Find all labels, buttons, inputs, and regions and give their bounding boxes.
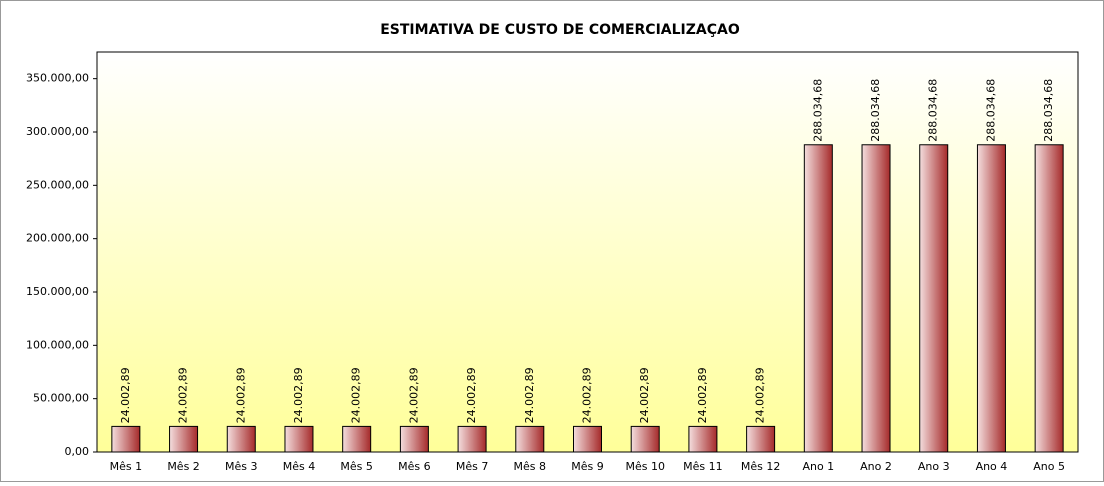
value-label: 24.002,89 [696, 367, 709, 423]
x-tick-label: Ano 2 [860, 460, 892, 473]
x-tick-label: Mês 12 [741, 460, 780, 473]
bar [861, 144, 891, 453]
x-tick-label: Mês 9 [571, 460, 603, 473]
value-label: 24.002,89 [234, 367, 247, 423]
bar [284, 425, 314, 453]
bar [919, 144, 949, 453]
value-label: 24.002,89 [638, 367, 651, 423]
value-label: 288.034,68 [869, 79, 882, 142]
bar [976, 144, 1006, 453]
y-tick-label: 100.000,00 [26, 338, 89, 351]
bar [803, 144, 833, 453]
y-tick-label: 250.000,00 [26, 178, 89, 191]
value-label: 288.034,68 [1042, 79, 1055, 142]
y-tick-label: 200.000,00 [26, 232, 89, 245]
x-tick-label: Mês 3 [225, 460, 257, 473]
plot-area [96, 51, 1079, 453]
x-tick-label: Mês 11 [683, 460, 722, 473]
y-tick-label: 150.000,00 [26, 285, 89, 298]
bar [226, 425, 256, 453]
bar [399, 425, 429, 453]
bar [688, 425, 718, 453]
value-label: 288.034,68 [927, 79, 940, 142]
value-label: 24.002,89 [292, 367, 305, 423]
bar [169, 425, 199, 453]
value-label: 24.002,89 [119, 367, 132, 423]
value-label: 24.002,89 [407, 367, 420, 423]
value-label: 24.002,89 [465, 367, 478, 423]
bar [457, 425, 487, 453]
value-label: 24.002,89 [523, 367, 536, 423]
x-tick-label: Ano 3 [918, 460, 950, 473]
bar [515, 425, 545, 453]
x-tick-label: Mês 4 [283, 460, 315, 473]
value-label: 24.002,89 [581, 367, 594, 423]
value-label: 24.002,89 [754, 367, 767, 423]
x-tick-label: Mês 7 [456, 460, 488, 473]
x-tick-label: Ano 5 [1033, 460, 1065, 473]
x-tick-label: Mês 1 [110, 460, 142, 473]
x-tick-label: Mês 2 [167, 460, 199, 473]
y-tick-label: 50.000,00 [33, 392, 89, 405]
value-label: 288.034,68 [984, 79, 997, 142]
x-tick-label: Mês 8 [514, 460, 546, 473]
value-label: 24.002,89 [177, 367, 190, 423]
value-label: 288.034,68 [811, 79, 824, 142]
y-tick-label: 0,00 [65, 445, 90, 458]
y-tick-label: 300.000,00 [26, 125, 89, 138]
bar [342, 425, 372, 453]
x-tick-label: Ano 4 [976, 460, 1008, 473]
x-tick-label: Mês 6 [398, 460, 430, 473]
x-tick-label: Ano 1 [802, 460, 834, 473]
y-tick-label: 350.000,00 [26, 72, 89, 85]
x-tick-label: Mês 10 [625, 460, 664, 473]
bar [1034, 144, 1064, 453]
bar [746, 425, 776, 453]
bar [111, 425, 141, 453]
bar [573, 425, 602, 453]
chart-title: ESTIMATIVA DE CUSTO DE COMERCIALIZAÇAO [380, 22, 740, 38]
value-label: 24.002,89 [350, 367, 363, 423]
x-tick-label: Mês 5 [340, 460, 372, 473]
bar [630, 425, 660, 453]
